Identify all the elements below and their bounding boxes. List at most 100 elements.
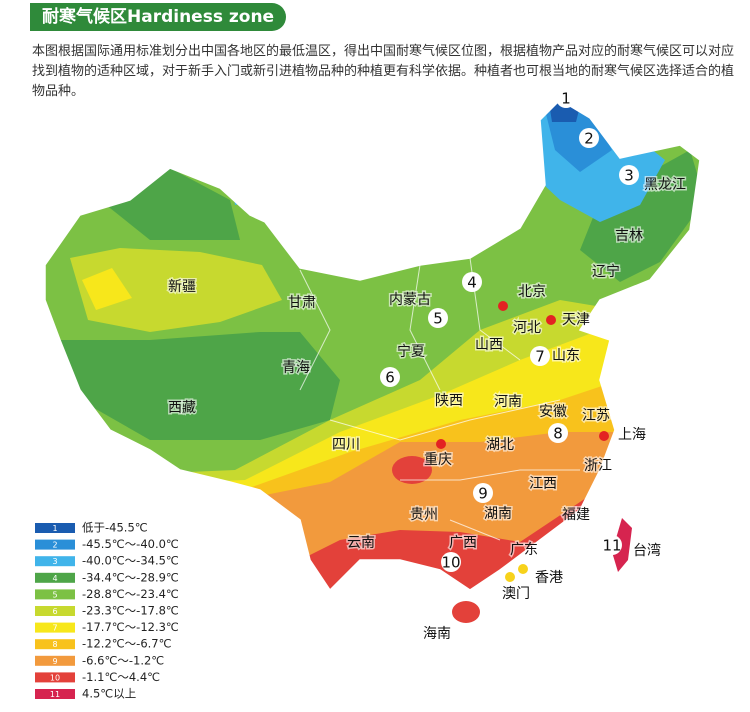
legend-text: -12.2℃～-6.7℃ bbox=[82, 637, 172, 651]
zone-number: 11 bbox=[602, 537, 621, 555]
legend-number: 6 bbox=[52, 607, 57, 616]
zone-number: 9 bbox=[478, 485, 488, 503]
region-label: 湖北 bbox=[486, 437, 514, 453]
region-label: 福建 bbox=[562, 507, 590, 523]
legend-swatch bbox=[35, 572, 75, 583]
legend-swatch bbox=[35, 622, 75, 633]
climate-zone bbox=[392, 456, 432, 484]
legend-swatch bbox=[35, 606, 75, 616]
legend-number: 1 bbox=[52, 524, 57, 533]
legend-text: -6.6℃～-1.2℃ bbox=[82, 653, 164, 667]
region-label: 浙江 bbox=[584, 458, 612, 474]
region-label: 澳门 bbox=[502, 586, 530, 602]
region-label: 山西 bbox=[475, 337, 503, 353]
region-label: 贵州 bbox=[410, 507, 438, 523]
legend-text: -40.0℃～-34.5℃ bbox=[82, 554, 179, 568]
region-label: 河南 bbox=[494, 394, 522, 410]
legend-text: -23.3℃～-17.8℃ bbox=[82, 604, 179, 618]
city-dot bbox=[546, 315, 556, 325]
region-label: 内蒙古 bbox=[389, 292, 431, 308]
zone-marker bbox=[441, 552, 461, 572]
zone-marker bbox=[462, 272, 482, 292]
legend-text: -34.4℃～-28.9℃ bbox=[82, 570, 179, 584]
legend-swatch bbox=[35, 523, 75, 533]
legend-text: -28.8℃～-23.4℃ bbox=[82, 587, 179, 601]
region-label: 吉林 bbox=[615, 228, 643, 244]
region-label: 北京 bbox=[518, 284, 546, 300]
legend-swatch bbox=[35, 589, 75, 600]
hainan-island bbox=[452, 601, 480, 623]
legend-number: 5 bbox=[52, 590, 57, 599]
region-label: 海南 bbox=[423, 626, 451, 642]
legend-swatch bbox=[35, 689, 75, 699]
climate-zone bbox=[82, 268, 132, 310]
legend-text: -17.7℃～-12.3℃ bbox=[82, 620, 179, 634]
city-dot bbox=[498, 301, 508, 311]
zone-marker bbox=[473, 483, 493, 503]
region-label: 辽宁 bbox=[592, 263, 620, 280]
legend-swatch bbox=[35, 672, 75, 683]
zone-marker bbox=[556, 88, 576, 108]
region-label: 云南 bbox=[347, 535, 375, 551]
climate-zone bbox=[70, 248, 282, 332]
region-label: 台湾 bbox=[633, 542, 661, 559]
region-label: 四川 bbox=[332, 437, 360, 453]
legend-number: 4 bbox=[52, 574, 57, 583]
region-label: 甘肃 bbox=[288, 295, 316, 311]
region-label: 广西 bbox=[449, 535, 477, 551]
zone-number: 7 bbox=[535, 348, 545, 366]
zone-marker bbox=[548, 423, 568, 443]
zone-number: 3 bbox=[624, 167, 634, 185]
zone-number: 2 bbox=[584, 130, 594, 148]
legend-number: 10 bbox=[50, 673, 60, 682]
zone-marker bbox=[380, 367, 400, 387]
climate-zone bbox=[60, 332, 340, 440]
region-label: 安徽 bbox=[539, 404, 567, 420]
region-label: 广东 bbox=[510, 542, 538, 558]
legend-swatch bbox=[35, 556, 75, 567]
zone-marker bbox=[579, 128, 599, 148]
legend-number: 2 bbox=[52, 541, 57, 550]
city-dot bbox=[518, 564, 528, 574]
description: 本图根据国际通用标准划分出中国各地区的最低温区，得出中国耐寒气候区位图，根据植物… bbox=[32, 44, 735, 99]
region-label: 江西 bbox=[529, 476, 557, 492]
legend-text: -45.5℃～-40.0℃ bbox=[82, 537, 179, 551]
zone-number: 6 bbox=[385, 369, 395, 387]
region-label: 河北 bbox=[513, 320, 541, 336]
zone-marker bbox=[619, 165, 639, 185]
region-label: 香港 bbox=[535, 570, 563, 586]
zone-marker bbox=[602, 535, 622, 555]
zone-marker bbox=[428, 308, 448, 328]
zone-number: 5 bbox=[433, 310, 443, 328]
zone-number: 8 bbox=[553, 425, 563, 443]
region-label: 青海 bbox=[282, 360, 310, 376]
zone-number: 4 bbox=[467, 274, 477, 292]
legend-number: 9 bbox=[52, 657, 57, 666]
title: 耐寒气候区Hardiness zone bbox=[30, 3, 287, 31]
city-dot bbox=[599, 431, 609, 441]
climate-zone bbox=[580, 150, 700, 282]
legend-text: -1.1℃～4.4℃ bbox=[82, 670, 160, 684]
legend-number: 7 bbox=[52, 624, 57, 633]
region-label: 重庆 bbox=[424, 452, 452, 468]
legend-text: 低于-45.5℃ bbox=[82, 521, 148, 535]
region-label: 天津 bbox=[562, 312, 590, 328]
zone-number: 1 bbox=[561, 90, 571, 108]
legend-number: 3 bbox=[52, 557, 57, 566]
zone-marker bbox=[530, 346, 550, 366]
legend-swatch bbox=[35, 639, 75, 650]
legend-swatch bbox=[35, 655, 75, 666]
region-label: 宁夏 bbox=[397, 343, 425, 360]
legend-number: 11 bbox=[50, 690, 60, 699]
zone-number: 10 bbox=[441, 554, 460, 572]
region-label: 山东 bbox=[552, 348, 580, 364]
region-label: 江苏 bbox=[582, 408, 610, 424]
legend-swatch bbox=[35, 539, 75, 550]
city-dot bbox=[505, 572, 515, 582]
region-label: 新疆 bbox=[168, 279, 196, 295]
legend-text: 4.5℃以上 bbox=[82, 687, 136, 701]
region-label: 陕西 bbox=[435, 393, 463, 409]
region-label: 湖南 bbox=[484, 506, 512, 522]
